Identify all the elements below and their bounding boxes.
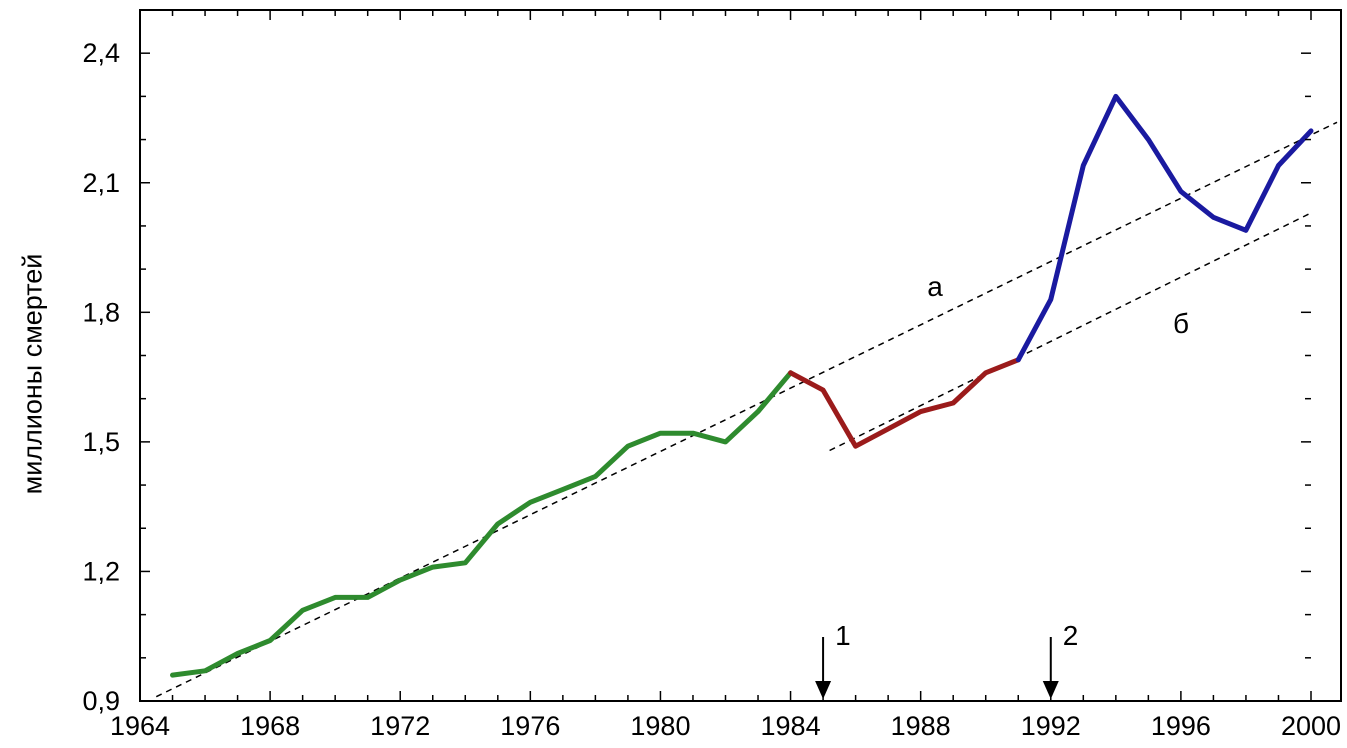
series-line: [1015, 93, 1314, 363]
y-tick-label: 1,5: [82, 427, 120, 457]
series-line: [788, 357, 1021, 449]
x-tick-label: 1984: [761, 711, 821, 741]
x-tick-label: 1968: [240, 711, 300, 741]
marker-label: 2: [1063, 620, 1079, 651]
trend-lines: аб: [155, 121, 1338, 698]
y-axis-label: миллионы смертей: [17, 253, 48, 495]
x-tick-label: 1976: [500, 711, 560, 741]
plot-frame: [139, 9, 1342, 702]
marker-arrow-head: [1042, 681, 1059, 699]
marker-arrow-head: [815, 681, 832, 699]
x-tick-label: 1972: [370, 711, 430, 741]
x-tick-label: 1996: [1151, 711, 1211, 741]
axes: 1964 1968 1972 1976 1980 1984 1988 1992 1996 2000…: [82, 9, 1341, 741]
trend-line-label: б: [1173, 308, 1189, 339]
y-tick-label: 2,1: [82, 168, 120, 198]
y-tick-label: 0,9: [82, 686, 120, 716]
y-tick-label: 1,2: [82, 556, 120, 586]
trend-line-label: а: [927, 271, 943, 302]
series-line: [170, 370, 794, 678]
y-tick-label: 1,8: [82, 297, 120, 327]
x-tick-label: 1980: [630, 711, 690, 741]
data-series: [170, 93, 1314, 678]
y-tick-label: 2,4: [82, 38, 120, 68]
marker-label: 1: [835, 620, 851, 651]
trend-line: [155, 121, 1338, 698]
trend-line: [829, 212, 1312, 452]
x-tick-label: 1992: [1021, 711, 1081, 741]
x-tick-label: 1964: [110, 711, 170, 741]
x-tick-label: 2000: [1281, 711, 1341, 741]
x-tick-label: 1988: [891, 711, 951, 741]
